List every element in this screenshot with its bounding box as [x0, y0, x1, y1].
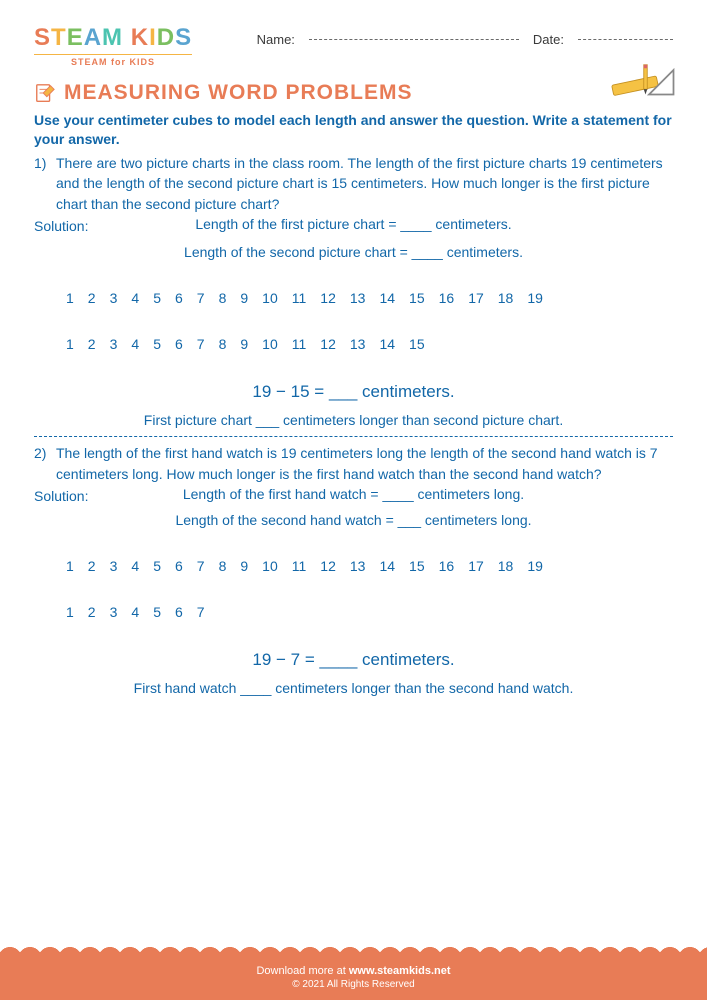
number-cell: 3	[110, 604, 118, 620]
number-cell: 4	[131, 290, 139, 306]
number-cell: 2	[88, 336, 96, 352]
worksheet-icon	[34, 82, 56, 104]
number-cell: 11	[292, 558, 307, 574]
footer-bar: Download more at www.steamkids.net © 202…	[0, 959, 707, 1000]
number-cell: 3	[110, 336, 118, 352]
number-cell: 14	[379, 290, 395, 306]
number-cell: 1	[66, 558, 74, 574]
number-cell: 1	[66, 336, 74, 352]
number-cell: 14	[379, 558, 395, 574]
number-cell: 17	[468, 558, 484, 574]
number-cell: 9	[240, 290, 248, 306]
logo: STEAM KIDS STEAM for KIDS	[34, 24, 192, 67]
number-cell: 11	[292, 336, 307, 352]
number-cell: 8	[219, 290, 227, 306]
number-cell: 19	[527, 558, 543, 574]
name-date-fields: Name: Date:	[257, 32, 673, 47]
footer: Download more at www.steamkids.net © 202…	[0, 945, 707, 1000]
number-cell: 6	[175, 604, 183, 620]
number-cell: 4	[131, 604, 139, 620]
problem-1-line1: Length of the first picture chart = ____…	[34, 216, 673, 232]
number-cell: 11	[292, 290, 307, 306]
number-cell: 7	[197, 336, 205, 352]
number-cell: 7	[197, 558, 205, 574]
problem-1: 1) There are two picture charts in the c…	[34, 153, 673, 214]
number-cell: 13	[350, 336, 366, 352]
number-cell: 13	[350, 558, 366, 574]
number-cell: 16	[439, 290, 455, 306]
name-label: Name:	[257, 32, 295, 47]
problem-1-number: 1)	[34, 153, 56, 173]
name-line[interactable]	[309, 39, 519, 40]
problem-2-line2: Length of the second hand watch = ___ ce…	[34, 512, 673, 528]
instructions: Use your centimeter cubes to model each …	[34, 111, 673, 149]
number-cell: 3	[110, 290, 118, 306]
logo-sub: STEAM for KIDS	[34, 54, 192, 67]
header: STEAM KIDS STEAM for KIDS Name: Date:	[34, 24, 673, 67]
number-cell: 2	[88, 290, 96, 306]
number-cell: 10	[262, 290, 278, 306]
number-cell: 6	[175, 558, 183, 574]
number-cell: 1	[66, 604, 74, 620]
number-cell: 5	[153, 290, 161, 306]
number-cell: 12	[320, 336, 336, 352]
number-cell: 8	[219, 558, 227, 574]
page-title: MEASURING WORD PROBLEMS	[64, 81, 413, 105]
number-cell: 16	[439, 558, 455, 574]
problem-2-number: 2)	[34, 443, 56, 463]
number-cell: 12	[320, 558, 336, 574]
number-cell: 15	[409, 558, 425, 574]
number-cell: 15	[409, 290, 425, 306]
problem-2-number-row-1: 12345678910111213141516171819	[34, 558, 673, 574]
number-cell: 5	[153, 336, 161, 352]
number-cell: 17	[468, 290, 484, 306]
problem-1-line2: Length of the second picture chart = ___…	[34, 244, 673, 260]
number-cell: 2	[88, 604, 96, 620]
number-cell: 2	[88, 558, 96, 574]
footer-download-text: Download more at	[256, 965, 345, 977]
number-cell: 18	[498, 558, 514, 574]
footer-copyright: © 2021 All Rights Reserved	[0, 979, 707, 990]
problem-2-line1: Length of the first hand watch = ____ ce…	[34, 486, 673, 502]
number-cell: 1	[66, 290, 74, 306]
problem-2-equation: 19 − 7 = ____ centimeters.	[34, 650, 673, 670]
number-cell: 13	[350, 290, 366, 306]
number-cell: 6	[175, 336, 183, 352]
footer-scallop	[0, 945, 707, 959]
problem-1-number-row-1: 12345678910111213141516171819	[34, 290, 673, 306]
number-cell: 9	[240, 336, 248, 352]
number-cell: 15	[409, 336, 425, 352]
number-cell: 12	[320, 290, 336, 306]
number-cell: 7	[197, 290, 205, 306]
date-label: Date:	[533, 32, 564, 47]
number-cell: 8	[219, 336, 227, 352]
logo-main: STEAM KIDS	[34, 24, 192, 52]
title-row: MEASURING WORD PROBLEMS	[34, 81, 673, 105]
problem-2: 2) The length of the first hand watch is…	[34, 443, 673, 484]
ruler-pencil-triangle-icon	[607, 63, 677, 105]
number-cell: 3	[110, 558, 118, 574]
problem-2-text: The length of the first hand watch is 19…	[34, 443, 673, 484]
problem-1-number-row-2: 123456789101112131415	[34, 336, 673, 352]
problem-2-number-row-2: 1234567	[34, 604, 673, 620]
number-cell: 5	[153, 558, 161, 574]
number-cell: 9	[240, 558, 248, 574]
number-cell: 18	[498, 290, 514, 306]
number-cell: 6	[175, 290, 183, 306]
number-cell: 14	[379, 336, 395, 352]
number-cell: 4	[131, 336, 139, 352]
problem-1-final: First picture chart ___ centimeters long…	[34, 412, 673, 428]
problem-1-text: There are two picture charts in the clas…	[34, 153, 673, 214]
number-cell: 10	[262, 558, 278, 574]
number-cell: 5	[153, 604, 161, 620]
number-cell: 19	[527, 290, 543, 306]
problem-1-equation: 19 − 15 = ___ centimeters.	[34, 382, 673, 402]
divider	[34, 436, 673, 437]
number-cell: 7	[197, 604, 205, 620]
problem-2-final: First hand watch ____ centimeters longer…	[34, 680, 673, 696]
number-cell: 10	[262, 336, 278, 352]
date-line[interactable]	[578, 39, 673, 40]
number-cell: 4	[131, 558, 139, 574]
footer-site: www.steamkids.net	[349, 965, 451, 977]
